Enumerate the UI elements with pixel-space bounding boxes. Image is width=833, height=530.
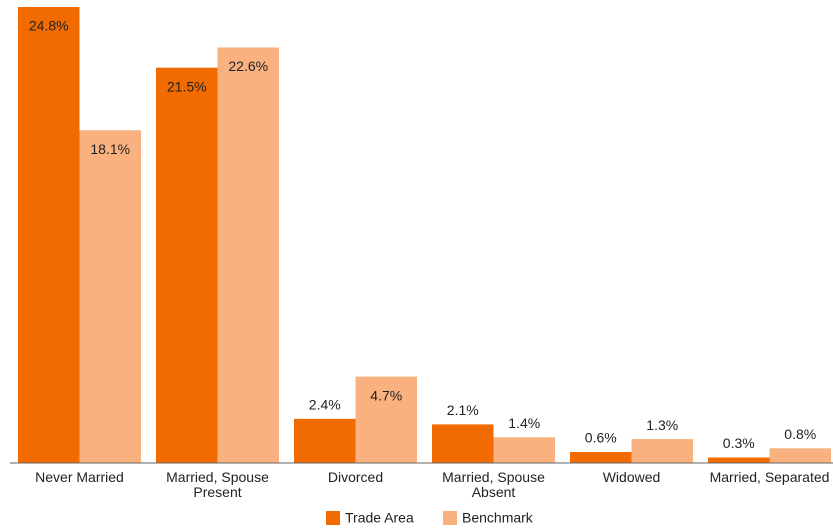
value-label: 1.3% [646, 417, 678, 433]
bar [294, 418, 356, 463]
legend-label: Trade Area [345, 510, 414, 526]
bar [156, 67, 218, 463]
x-tick-label: Divorced [327, 469, 384, 485]
value-label: 24.8% [29, 18, 69, 34]
value-label: 2.1% [447, 402, 479, 418]
bar [708, 457, 770, 463]
x-tick-label: Married, Spouse Absent [442, 469, 545, 500]
bar [570, 451, 632, 463]
bar [18, 7, 80, 463]
bar [493, 437, 555, 463]
bar [217, 47, 279, 464]
x-tick-label: Married, Separated [709, 469, 830, 485]
legend-swatch [443, 511, 457, 525]
x-tick-label: Widowed [602, 469, 661, 485]
value-label: 2.4% [309, 397, 341, 413]
legend-swatch [326, 511, 340, 525]
bar [432, 424, 494, 463]
value-label: 0.3% [723, 435, 755, 451]
value-label: 0.6% [585, 430, 617, 446]
bar [769, 448, 831, 463]
bar [631, 439, 693, 463]
value-label: 18.1% [90, 141, 130, 157]
value-label: 22.6% [228, 58, 268, 74]
legend-label: Benchmark [462, 510, 534, 526]
x-tick-label: Married, Spouse Present [166, 469, 269, 500]
bar [355, 376, 417, 463]
value-label: 4.7% [370, 387, 402, 403]
x-tick-label: Never Married [35, 469, 124, 485]
value-label: 0.8% [784, 426, 816, 442]
value-label: 1.4% [508, 415, 540, 431]
value-label: 21.5% [167, 78, 207, 94]
bar [79, 130, 141, 463]
